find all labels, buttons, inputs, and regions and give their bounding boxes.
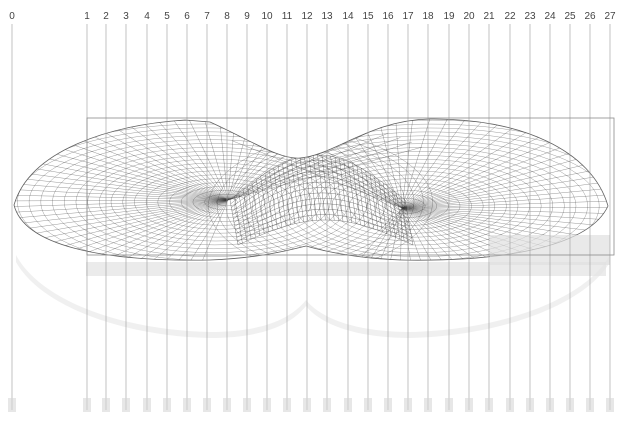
station-label: 18: [422, 11, 434, 22]
faded-bottom-mark: [465, 398, 473, 412]
faded-bottom-mark: [364, 398, 372, 412]
faded-bottom-mark: [526, 398, 534, 412]
faded-bottom-mark: [424, 398, 432, 412]
faded-bottom-mark: [223, 398, 231, 412]
station-label: 17: [402, 11, 414, 22]
station-label: 3: [123, 11, 129, 22]
faded-bottom-mark: [183, 398, 191, 412]
faded-bottom-mark: [243, 398, 251, 412]
station-label: 12: [301, 11, 313, 22]
station-label: 9: [244, 11, 250, 22]
faded-bottom-mark: [404, 398, 412, 412]
station-label: 16: [382, 11, 394, 22]
station-label: 13: [321, 11, 333, 22]
station-label: 5: [164, 11, 170, 22]
faded-bottom-mark: [445, 398, 453, 412]
station-label: 0: [9, 11, 15, 22]
station-label: 27: [604, 11, 616, 22]
faded-bottom-mark: [8, 398, 16, 412]
faded-bottom-mark: [102, 398, 110, 412]
faded-bottom-mark: [263, 398, 271, 412]
station-label: 26: [584, 11, 596, 22]
station-label: 25: [564, 11, 576, 22]
faded-bottom-mark: [506, 398, 514, 412]
station-label: 10: [261, 11, 273, 22]
station-label: 19: [443, 11, 455, 22]
faded-bottom-mark: [546, 398, 554, 412]
faded-bottom-mark: [344, 398, 352, 412]
station-label: 7: [204, 11, 210, 22]
faded-bottom-mark: [283, 398, 291, 412]
faded-bottom-mark: [485, 398, 493, 412]
faded-bottom-mark: [606, 398, 614, 412]
faded-bottom-mark: [143, 398, 151, 412]
station-label: 14: [342, 11, 354, 22]
station-label: 11: [282, 11, 293, 22]
station-label: 22: [504, 11, 516, 22]
station-label: 20: [463, 11, 475, 22]
station-label: 6: [184, 11, 190, 22]
station-label: 2: [103, 11, 109, 22]
faded-bottom-mark: [384, 398, 392, 412]
faded-bottom-mark: [303, 398, 311, 412]
faded-bottom-mark: [163, 398, 171, 412]
station-label: 1: [84, 11, 90, 22]
faded-lower-region: [16, 235, 610, 338]
faded-bottom-mark: [203, 398, 211, 412]
station-label: 23: [524, 11, 536, 22]
station-labels: 0 1 2 3 4 5 6 7 8 9 10 11 12 13 14 15 16 17 18 19 20 21 22 23 24…: [8, 11, 616, 412]
station-label: 21: [483, 11, 495, 22]
station-label: 4: [144, 11, 150, 22]
reference-frame: [86, 117, 615, 256]
faded-bottom-mark: [586, 398, 594, 412]
faded-bottom-mark: [566, 398, 574, 412]
station-label: 24: [544, 11, 556, 22]
station-lines: [11, 24, 611, 410]
faded-bottom-mark: [83, 398, 91, 412]
faded-bottom-mark: [323, 398, 331, 412]
frame-rect: [86, 117, 615, 256]
faded-bottom-mark: [122, 398, 130, 412]
station-label: 15: [362, 11, 374, 22]
station-label: 8: [224, 11, 230, 22]
